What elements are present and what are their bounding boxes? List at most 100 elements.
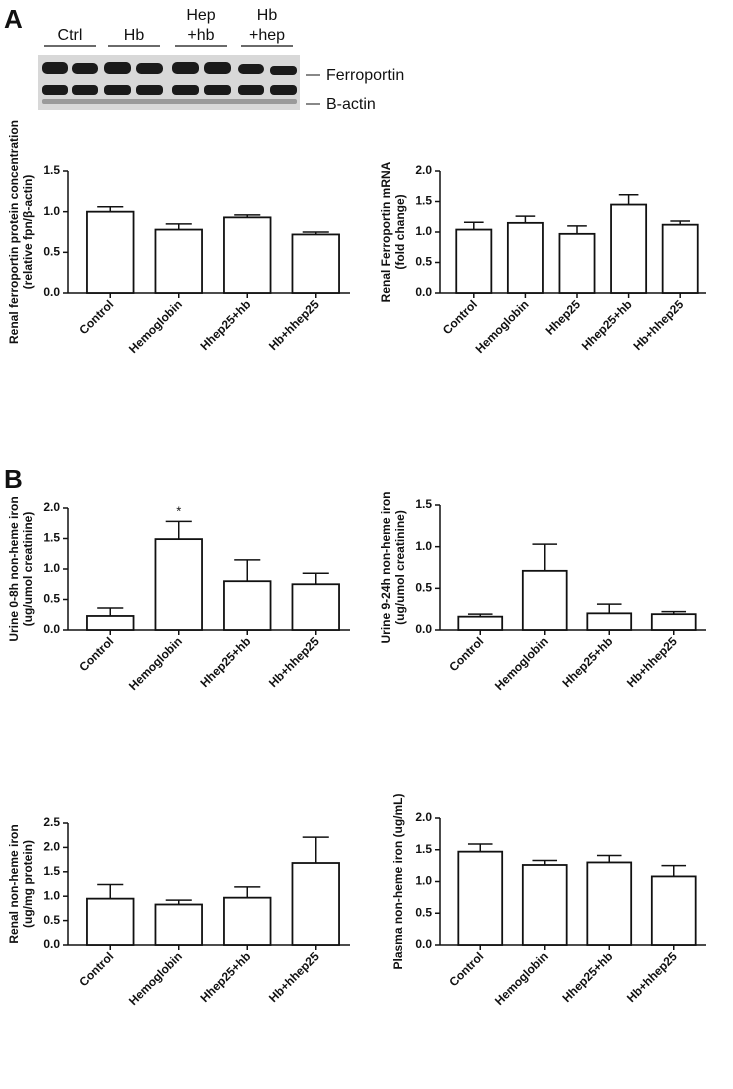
- x-tick-label: Control: [76, 297, 116, 337]
- y-tick-label: 1.0: [43, 888, 60, 902]
- y-axis-label: (relative fpn/β-actin): [21, 175, 35, 290]
- y-tick-label: 0.5: [43, 913, 60, 927]
- y-tick-label: 0.0: [43, 937, 60, 951]
- y-tick-label: 1.0: [415, 874, 432, 888]
- y-tick-label: 1.5: [415, 194, 432, 208]
- bar: [586, 861, 633, 946]
- y-tick-label: 1.0: [43, 561, 60, 575]
- bar: [86, 210, 135, 294]
- bar: [291, 583, 340, 631]
- y-tick-label: 0.0: [43, 285, 60, 299]
- y-axis-label: (ug/umol creatinine): [21, 512, 35, 627]
- panel-label: B: [4, 464, 23, 494]
- bar: [291, 862, 340, 946]
- x-tick-label: Hhep25+hb: [197, 297, 253, 353]
- y-tick-label: 0.0: [415, 622, 432, 636]
- x-tick-label: Hhep25+hb: [579, 297, 635, 353]
- y-axis-label: Urine 9-24h non-heme iron: [379, 491, 393, 643]
- bar: [661, 223, 699, 294]
- x-tick-label: Hemoglobin: [492, 949, 551, 1008]
- lane-label: Hb: [257, 7, 278, 24]
- y-tick-label: 2.0: [415, 163, 432, 177]
- y-tick-label: 2.5: [43, 815, 60, 829]
- y-tick-label: 0.5: [415, 905, 432, 919]
- y-tick-label: 1.0: [43, 204, 60, 218]
- y-tick-label: 2.0: [415, 810, 432, 824]
- panel-label: A: [4, 4, 23, 34]
- lane-label: Hb: [124, 27, 145, 44]
- y-tick-label: 0.0: [43, 622, 60, 636]
- y-axis-label: (ug/mg protein): [21, 840, 35, 928]
- lane-label: +hb: [187, 27, 214, 44]
- x-tick-label: Hemoglobin: [473, 297, 532, 356]
- x-tick-label: Hb+hhep25: [630, 297, 686, 353]
- y-tick-label: 0.5: [43, 245, 60, 259]
- x-tick-label: Hb+hhep25: [266, 949, 322, 1005]
- x-tick-label: Control: [440, 297, 480, 337]
- bar: [223, 580, 272, 631]
- band-label: B-actin: [326, 96, 376, 113]
- x-tick-label: Hhep25+hb: [559, 634, 615, 690]
- y-tick-label: 2.0: [43, 500, 60, 514]
- x-tick-label: Control: [76, 949, 116, 989]
- bar: [86, 615, 135, 631]
- bar: [521, 864, 568, 946]
- bar: [650, 875, 697, 946]
- bar: [455, 228, 493, 294]
- y-tick-label: 0.0: [415, 285, 432, 299]
- y-axis-label: Renal non-heme iron: [7, 824, 21, 943]
- bar: [223, 216, 272, 294]
- x-tick-label: Hemoglobin: [126, 297, 185, 356]
- bar: [154, 228, 203, 294]
- bar: [154, 903, 203, 946]
- y-axis-label: Plasma non-heme iron (ug/mL): [391, 793, 405, 969]
- bar: [86, 897, 135, 946]
- y-axis-label: (fold change): [393, 194, 407, 269]
- y-tick-label: 1.5: [43, 163, 60, 177]
- x-tick-label: Control: [446, 949, 486, 989]
- y-axis-label: Urine 0-8h non-heme iron: [7, 496, 21, 641]
- x-tick-label: Hb+hhep25: [266, 634, 322, 690]
- y-tick-label: 1.0: [415, 539, 432, 553]
- bar: [223, 896, 272, 946]
- bar: [610, 203, 648, 294]
- x-tick-label: Hemoglobin: [126, 634, 185, 693]
- x-tick-label: Hhep25: [543, 297, 584, 338]
- y-tick-label: 0.0: [415, 937, 432, 951]
- y-tick-label: 1.0: [415, 224, 432, 238]
- bar: [457, 850, 504, 946]
- bar: [558, 232, 596, 294]
- x-tick-label: Hb+hhep25: [624, 949, 680, 1005]
- band-label: Ferroportin: [326, 67, 404, 84]
- y-axis-label: Renal ferroportin protein concentration: [7, 120, 21, 344]
- x-tick-label: Hb+hhep25: [624, 634, 680, 690]
- y-tick-label: 2.0: [43, 840, 60, 854]
- bar: [291, 233, 340, 294]
- annotation: *: [176, 503, 181, 518]
- y-tick-label: 1.5: [43, 531, 60, 545]
- x-tick-label: Hhep25+hb: [197, 949, 253, 1005]
- y-tick-label: 0.5: [415, 581, 432, 595]
- bar: [650, 613, 697, 631]
- y-tick-label: 1.5: [415, 497, 432, 511]
- bar: [457, 615, 504, 631]
- x-tick-label: Hhep25+hb: [559, 949, 615, 1005]
- lane-label: Ctrl: [58, 27, 83, 44]
- x-tick-label: Hb+hhep25: [266, 297, 322, 353]
- lane-label: Hep: [186, 7, 215, 24]
- y-tick-label: 0.5: [43, 592, 60, 606]
- x-tick-label: Hemoglobin: [126, 949, 185, 1008]
- x-tick-label: Control: [76, 634, 116, 674]
- bar: [506, 221, 544, 294]
- y-axis-label: (ug/umol creatinine): [393, 510, 407, 625]
- x-tick-label: Hhep25+hb: [197, 634, 253, 690]
- lane-label: +hep: [249, 27, 285, 44]
- y-tick-label: 1.5: [415, 842, 432, 856]
- bar: [154, 538, 203, 631]
- y-axis-label: Renal Ferroportin mRNA: [379, 161, 393, 302]
- y-tick-label: 1.5: [43, 864, 60, 878]
- x-tick-label: Control: [446, 634, 486, 674]
- y-tick-label: 0.5: [415, 255, 432, 269]
- bar: [521, 569, 568, 631]
